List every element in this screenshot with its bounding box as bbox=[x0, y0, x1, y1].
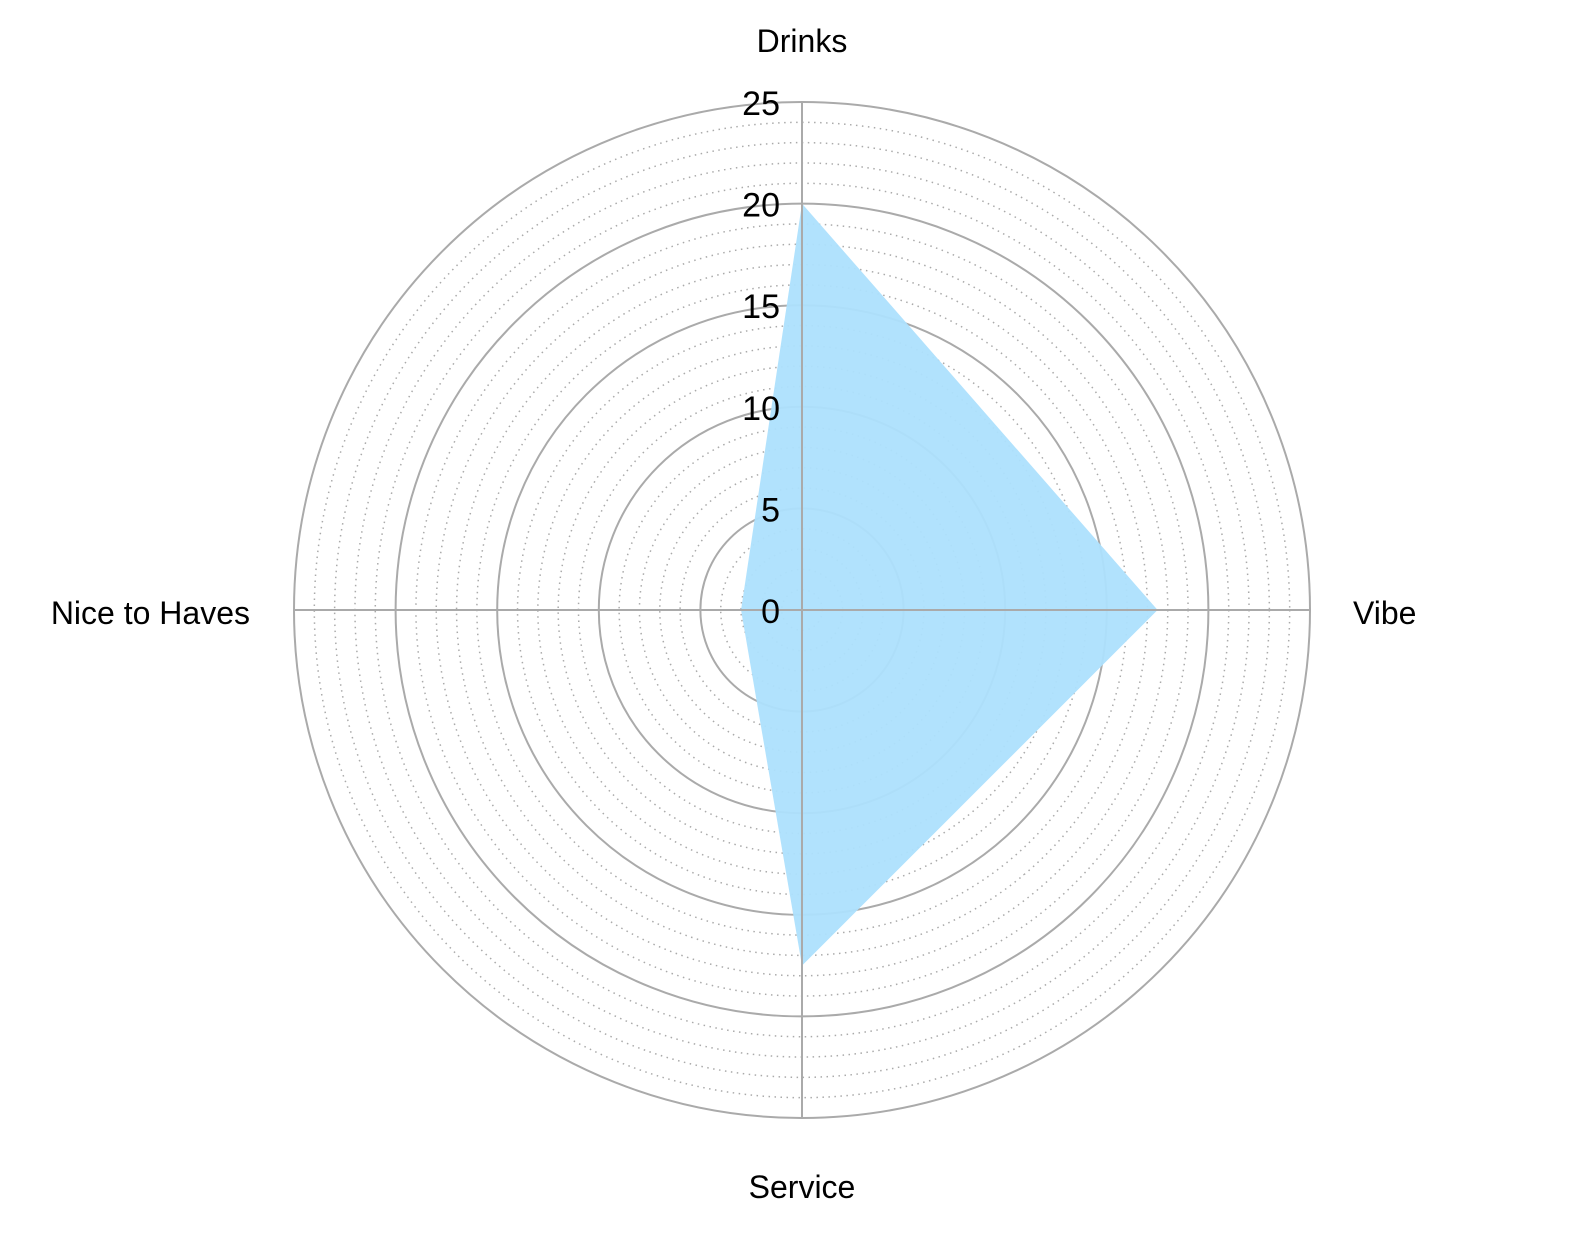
radial-tick-label: 15 bbox=[742, 288, 780, 326]
axis-spokes bbox=[294, 102, 1310, 1118]
series-layer bbox=[741, 203, 1158, 966]
series-area-0 bbox=[741, 203, 1158, 966]
radial-tick-label: 20 bbox=[742, 187, 780, 225]
radial-tick-label: 0 bbox=[761, 593, 780, 631]
category-labels: Drinks Vibe Service Nice to Haves bbox=[51, 23, 1417, 1205]
radial-tick-label: 10 bbox=[742, 390, 780, 428]
category-label-drinks: Drinks bbox=[757, 23, 848, 59]
category-label-nice-to-haves: Nice to Haves bbox=[51, 595, 250, 631]
category-label-service: Service bbox=[749, 1169, 856, 1205]
radial-tick-labels: 0 5 10 15 20 25 bbox=[742, 85, 780, 631]
radial-tick-label: 5 bbox=[761, 491, 780, 529]
radial-tick-label: 25 bbox=[742, 85, 780, 123]
category-label-vibe: Vibe bbox=[1353, 595, 1416, 631]
